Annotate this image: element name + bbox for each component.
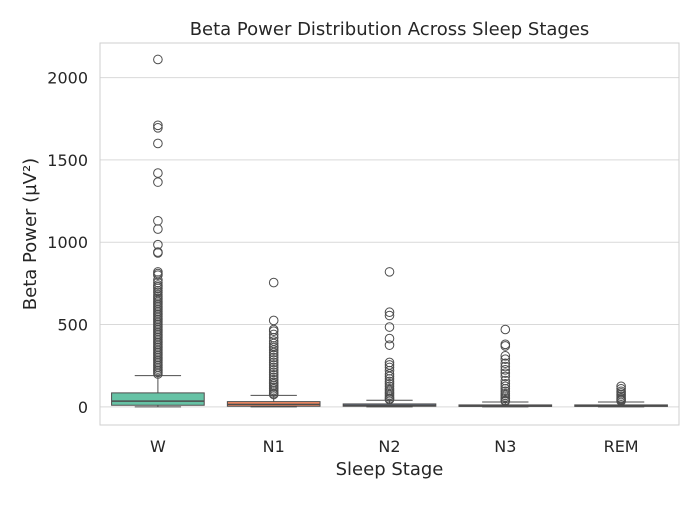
outlier-point [268, 352, 279, 363]
box-iqr [111, 392, 205, 406]
outlier-point [384, 333, 395, 344]
outlier-point [153, 168, 163, 178]
outlier-point [500, 354, 511, 364]
x-axis-label: Sleep Stage [336, 459, 444, 480]
outlier-point [500, 365, 511, 375]
y-tick-label: 500 [57, 316, 88, 335]
outlier-point [268, 342, 279, 353]
y-tick-labels: 0 500 1000 1500 2000 [47, 69, 88, 417]
outlier-point [153, 224, 163, 234]
outlier-point [153, 120, 163, 131]
outlier-point [500, 341, 511, 351]
outlier-point [268, 350, 279, 360]
outlier-point [616, 396, 626, 406]
outlier-point [500, 351, 511, 361]
y-axis-label: Beta Power (µV²) [20, 158, 41, 310]
outlier-point [153, 54, 163, 65]
y-tick-label: 1000 [47, 233, 88, 252]
x-tick-label: W [150, 437, 166, 456]
x-tick-label: N3 [494, 437, 516, 456]
box-group-n3 [458, 324, 553, 408]
outlier-point [268, 357, 279, 368]
x-tick-label: N1 [263, 437, 285, 456]
outlier-point [384, 374, 395, 384]
outlier-point [268, 277, 279, 288]
y-tick-label: 1500 [47, 151, 88, 170]
outlier-point [384, 369, 395, 379]
outlier-point [500, 379, 511, 389]
outlier-point [268, 355, 279, 365]
outlier-point [153, 270, 163, 280]
y-tick-label: 2000 [47, 69, 88, 88]
x-tick-label: REM [604, 437, 639, 456]
outlier-point [384, 310, 395, 321]
box-group-n2 [342, 267, 437, 408]
box-group-n1 [226, 277, 321, 408]
outlier-point [384, 307, 395, 318]
outlier-point [268, 315, 279, 326]
outlier-point [153, 177, 163, 187]
outlier-point [500, 396, 511, 406]
grid-layer [100, 77, 679, 408]
outlier-point [268, 326, 279, 336]
boxes-layer [111, 54, 668, 408]
outlier-point [500, 371, 511, 382]
outlier-point [153, 122, 163, 133]
outlier-point [384, 267, 395, 277]
y-tick-label: 0 [78, 398, 88, 417]
outlier-point [500, 368, 511, 378]
outlier-point [384, 340, 395, 350]
outlier-point [268, 347, 279, 358]
x-tick-label: N2 [378, 437, 400, 456]
plot-frame [99, 42, 680, 426]
outlier-point [153, 216, 163, 226]
outlier-point [268, 360, 279, 370]
outlier-point [153, 138, 163, 149]
outlier-point [268, 389, 279, 400]
chart-title: Beta Power Distribution Across Sleep Sta… [190, 19, 590, 40]
outlier-point [384, 322, 395, 332]
outlier-point [500, 324, 511, 335]
outlier-point [268, 362, 279, 373]
box-group-rem [574, 381, 668, 408]
outlier-point [384, 371, 395, 382]
outlier-point [153, 248, 163, 258]
outlier-point [500, 361, 511, 372]
box-group-w [111, 54, 205, 408]
outlier-point [153, 369, 163, 379]
outlier-point [268, 345, 279, 355]
outlier-point [268, 367, 279, 378]
outlier-point [500, 358, 511, 369]
x-tick-labels: W N1 N2 N3 REM [150, 437, 639, 456]
outlier-point [268, 365, 279, 375]
outlier-point [384, 394, 395, 405]
